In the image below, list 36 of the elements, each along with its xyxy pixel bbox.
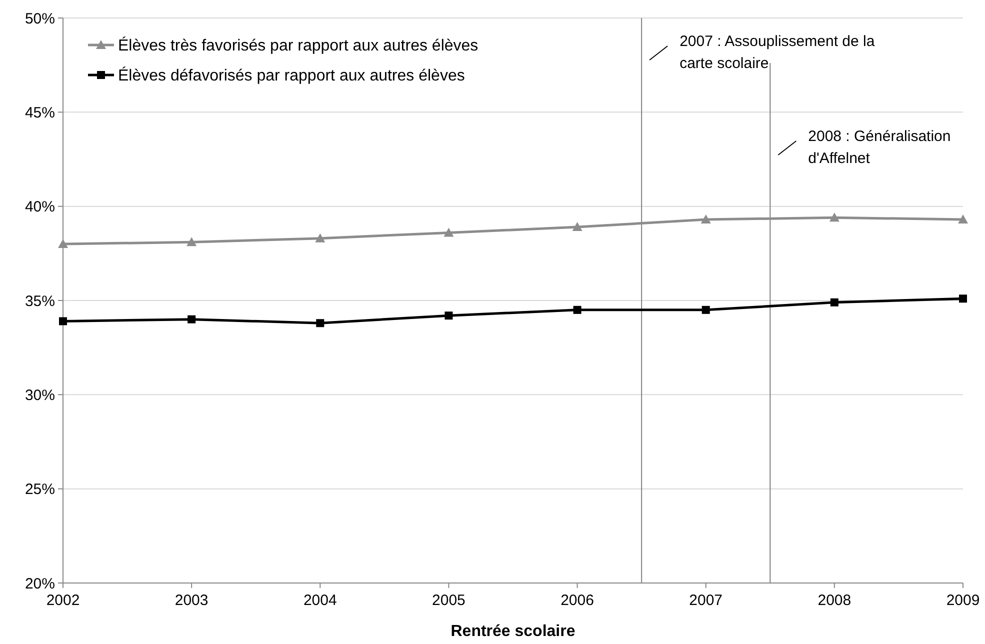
x-tick-label: 2006 [560, 592, 594, 609]
point [702, 306, 710, 314]
x-tick-label: 2004 [303, 592, 337, 609]
x-tick-label: 2008 [818, 592, 852, 609]
legend-label: Élèves très favorisés par rapport aux autres élèves [118, 36, 478, 55]
ref-line-label: 2007 : Assouplissement de la carte scolaire [680, 33, 876, 72]
point [958, 214, 968, 224]
point [573, 306, 582, 314]
x-tick-label: 2002 [46, 592, 80, 609]
point [59, 317, 67, 326]
point [188, 315, 196, 324]
x-tick-label: 2007 [689, 592, 723, 609]
point [444, 312, 453, 320]
point [58, 239, 68, 248]
point [959, 294, 967, 303]
x-axis-title: Rentrée scolaire [450, 623, 576, 640]
point [186, 237, 197, 246]
y-tick-label: 20% [24, 575, 55, 592]
x-tick-label: 2003 [174, 592, 208, 609]
point [700, 214, 711, 224]
x-tick-label: 2005 [432, 592, 466, 609]
point [572, 222, 582, 232]
y-tick-label: 50% [24, 10, 55, 28]
y-tick-label: 45% [24, 104, 55, 122]
y-tick-label: 40% [24, 198, 55, 216]
point [830, 298, 838, 306]
y-tick-label: 30% [24, 386, 55, 404]
point [315, 233, 326, 242]
point [316, 319, 324, 328]
legend-label: Élèves défavorisés par rapport aux autres élèves [118, 66, 465, 85]
y-tick-label: 25% [24, 481, 55, 498]
point [444, 228, 454, 237]
x-tick-label: 2009 [946, 592, 980, 609]
point [829, 212, 840, 222]
y-tick-label: 35% [24, 292, 55, 310]
ref-line-label: 2008 : Généralisation d'Affelnet [808, 128, 951, 167]
